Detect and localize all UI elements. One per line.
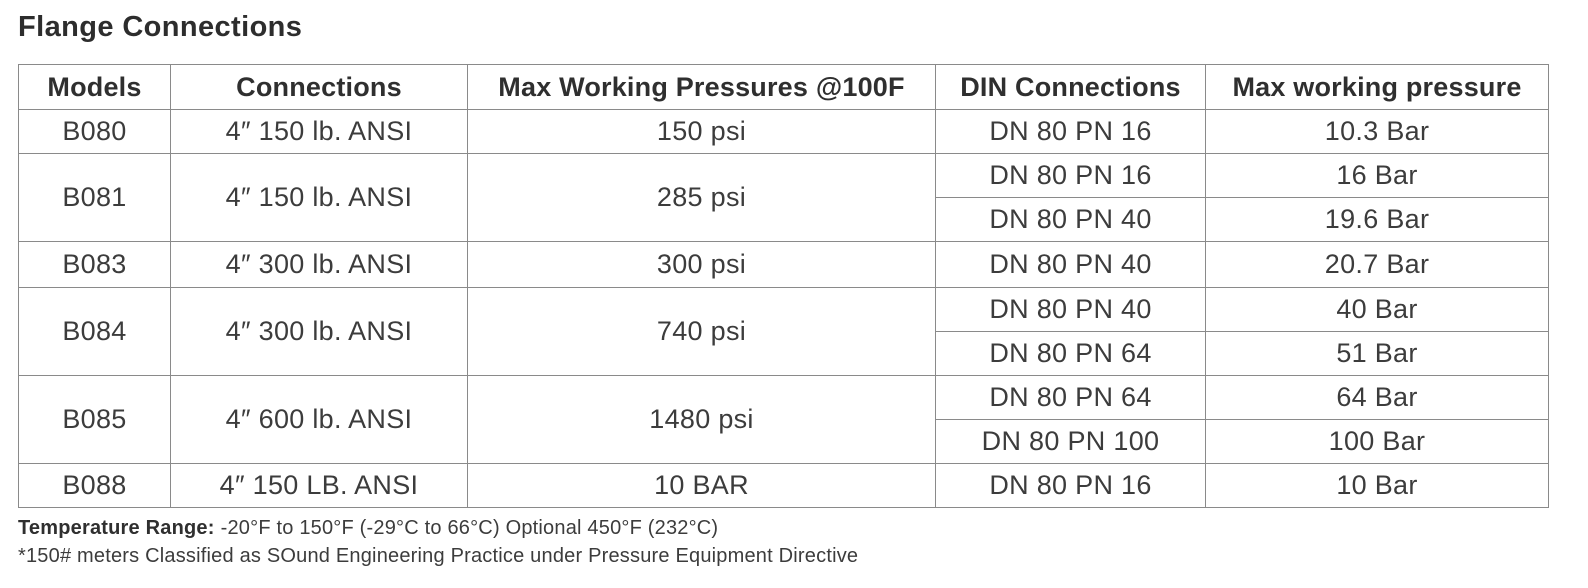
max-pressure-cell: 150 psi [467,109,936,154]
max-bar-cell: 16 Bar [1205,153,1549,198]
header-max-working-pressure: Max working pressure [1205,64,1549,110]
model-cell: B088 [18,463,171,508]
max-bar-cell: 10.3 Bar [1205,109,1549,154]
table-row-b085-1: B085 4″ 600 lb. ANSI 1480 psi DN 80 PN 6… [18,375,1549,464]
header-connections: Connections [170,64,468,110]
header-models: Models [18,64,171,110]
table-row-b081-1: B081 4″ 150 lb. ANSI 285 psi DN 80 PN 16… [18,153,1549,242]
connection-cell: 4″ 300 lb. ANSI [170,241,468,288]
max-pressure-cell: 740 psi [467,287,936,376]
connection-cell: 4″ 300 lb. ANSI [170,287,468,376]
table-row-b084-1: B084 4″ 300 lb. ANSI 740 psi DN 80 PN 40… [18,287,1549,376]
connection-cell: 4″ 150 LB. ANSI [170,463,468,508]
max-bar-cell: 100 Bar [1205,419,1549,464]
table-row-b088: B088 4″ 150 LB. ANSI 10 BAR DN 80 PN 16 … [18,463,1549,508]
header-max-working-pressures: Max Working Pressures @100F [467,64,936,110]
header-din-connections: DIN Connections [935,64,1206,110]
max-pressure-cell: 285 psi [467,153,936,242]
classification-note: *150# meters Classified as SOund Enginee… [18,545,859,567]
max-bar-cell: 64 Bar [1205,375,1549,420]
din-connection-cell: DN 80 PN 16 [935,463,1206,508]
din-connection-cell: DN 80 PN 16 [935,153,1206,198]
flange-connections-table: Models Connections Max Working Pressures… [18,64,1549,508]
max-bar-cell: 20.7 Bar [1205,241,1549,288]
din-connection-cell: DN 80 PN 40 [935,197,1206,242]
max-pressure-cell: 1480 psi [467,375,936,464]
model-cell: B081 [18,153,171,242]
temperature-range-value: -20°F to 150°F (-29°C to 66°C) Optional … [220,517,719,539]
din-connection-cell: DN 80 PN 64 [935,375,1206,420]
max-bar-cell: 19.6 Bar [1205,197,1549,242]
model-cell: B083 [18,241,171,288]
connection-cell: 4″ 150 lb. ANSI [170,109,468,154]
model-cell: B080 [18,109,171,154]
din-connection-cell: DN 80 PN 40 [935,287,1206,332]
max-pressure-cell: 300 psi [467,241,936,288]
max-bar-cell: 10 Bar [1205,463,1549,508]
model-cell: B084 [18,287,171,376]
max-pressure-cell: 10 BAR [467,463,936,508]
table-header-row: Models Connections Max Working Pressures… [18,64,1549,110]
table-row-b081-2: DN 80 PN 40 19.6 Bar [19,197,1549,242]
footnotes: Temperature Range: -20°F to 150°F (-29°C … [18,514,858,570]
din-connection-cell: DN 80 PN 64 [935,331,1206,376]
table-row-b080: B080 4″ 150 lb. ANSI 150 psi DN 80 PN 16… [18,109,1549,154]
max-bar-cell: 40 Bar [1205,287,1549,332]
temperature-range-label: Temperature Range: [18,517,215,539]
din-connection-cell: DN 80 PN 40 [935,241,1206,288]
max-bar-cell: 51 Bar [1205,331,1549,376]
temperature-range-note: Temperature Range: -20°F to 150°F (-29°C … [18,514,858,542]
din-connection-cell: DN 80 PN 100 [935,419,1206,464]
connection-cell: 4″ 150 lb. ANSI [170,153,468,242]
model-cell: B085 [18,375,171,464]
table-row-b083: B083 4″ 300 lb. ANSI 300 psi DN 80 PN 40… [18,241,1549,288]
connection-cell: 4″ 600 lb. ANSI [170,375,468,464]
din-connection-cell: DN 80 PN 16 [935,109,1206,154]
page-title: Flange Connections [18,11,303,43]
